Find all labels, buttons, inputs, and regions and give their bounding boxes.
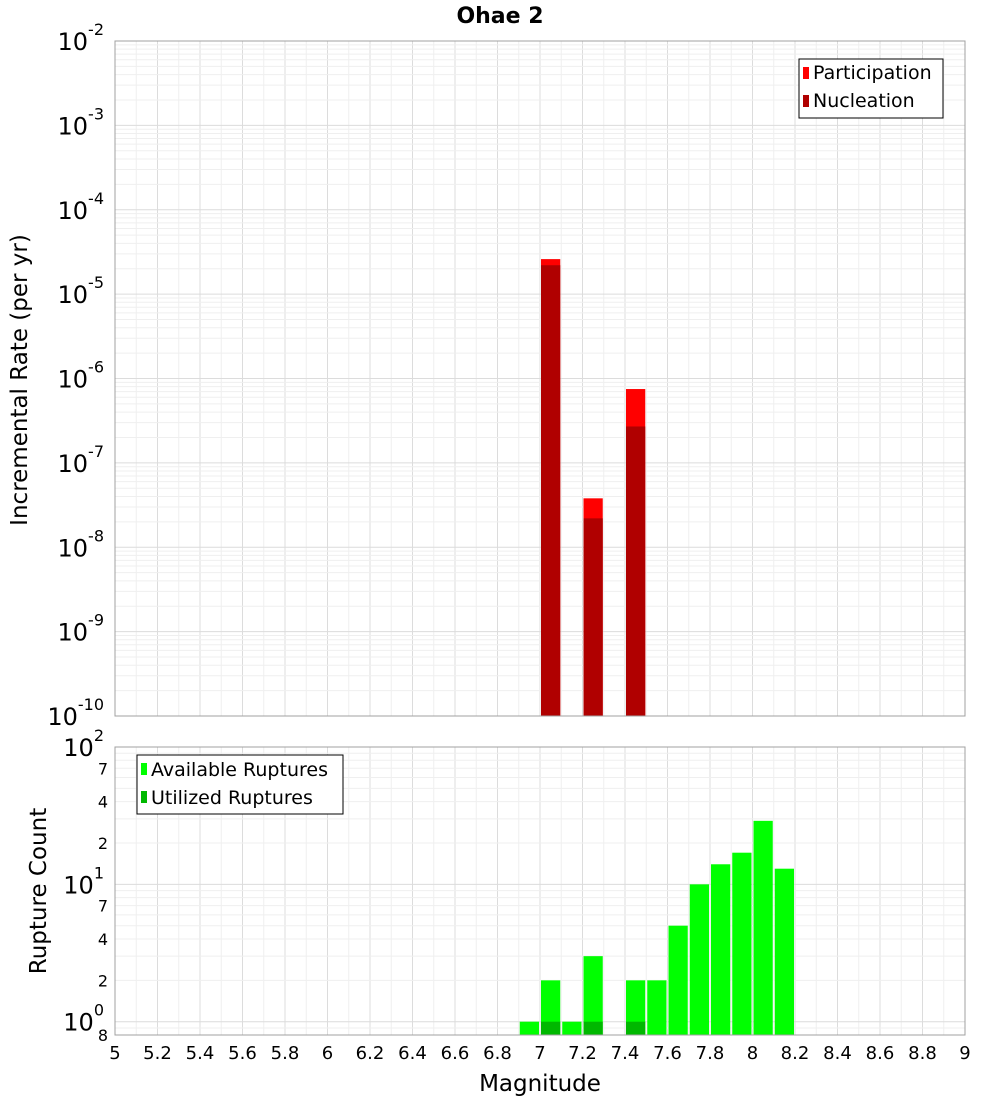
nucleation-bar [583,518,603,716]
available-bar [626,980,646,1035]
utilized-legend-swatch [141,791,147,803]
x-axis-label: Magnitude [479,1071,601,1097]
x-tick-label: 5.6 [228,1043,257,1064]
rate-y-tick-label: 10-8 [58,526,105,562]
x-tick-label: 9 [959,1043,970,1064]
x-tick-label: 6 [322,1043,333,1064]
available-bar [753,820,773,1035]
x-tick-label: 8.2 [781,1043,810,1064]
x-tick-labels: 5 5.2 5.4 5.6 5.8 6 6.2 6.4 6.6 6.8 7 7.2 7.4 7.6 7.8 8… [109,1043,970,1064]
x-tick-label: 7.8 [696,1043,725,1064]
count-y-tick-label: 102 [63,726,104,762]
rate-y-tick-label: 10-3 [58,104,105,140]
count-y-tick-label: 4 [98,793,108,812]
utilized-bar [541,1021,561,1035]
rate-panel: 10-10 10-9 10-8 10-7 10-6 10-5 10-4 10-3 10-2 In… [7,20,966,731]
rate-y-tick-label: 10-5 [58,273,105,309]
participation-legend-swatch [803,67,809,79]
rate-y-axis-label: Incremental Rate (per yr) [7,234,33,526]
nucleation-bar [626,426,646,716]
x-tick-label: 8.4 [823,1043,852,1064]
count-legend: Available Ruptures Utilized Ruptures [136,754,344,815]
available-bar [774,868,794,1035]
nucleation-legend-swatch [803,95,809,107]
rate-y-tick-label: 10-4 [58,189,105,225]
count-y-tick-label: 7 [98,759,108,778]
count-y-tick-label: 101 [63,863,104,899]
count-y-axis-label: Rupture Count [26,808,52,974]
count-y-tick-label: 2 [98,971,108,990]
rate-y-tick-labels: 10-10 10-9 10-8 10-7 10-6 10-5 10-4 10-3 10-2 [47,20,104,731]
count-y-tick-label: 8 [98,1026,108,1045]
x-tick-label: 7 [534,1043,545,1064]
available-bar [689,884,709,1035]
available-bar [541,980,561,1035]
available-bar [583,956,603,1035]
utilized-bar [626,1021,646,1035]
x-tick-label: 8.6 [866,1043,895,1064]
x-tick-label: 5 [109,1043,120,1064]
count-y-tick-label: 4 [98,930,108,949]
x-tick-label: 5.4 [186,1043,215,1064]
count-y-tick-labels: 8 2 4 7 2 4 7 100 101 102 [63,726,108,1045]
chart-title: Ohae 2 [456,4,543,29]
x-tick-label: 6.2 [356,1043,385,1064]
rate-y-tick-label: 10-10 [47,695,104,731]
rate-plot-border [114,40,966,717]
nucleation-legend-label: Nucleation [813,90,915,112]
count-y-tick-label: 7 [98,897,108,916]
utilized-legend-label: Utilized Ruptures [151,787,313,809]
x-tick-label: 8.8 [908,1043,937,1064]
x-tick-label: 5.2 [143,1043,172,1064]
rate-legend-box [798,58,944,119]
x-tick-label: 7.4 [611,1043,640,1064]
rate-bars [541,259,646,716]
nucleation-bar [541,265,561,716]
count-plot-border [114,746,966,1036]
available-bar [732,852,752,1035]
rate-y-tick-label: 10-2 [58,20,105,56]
count-y-tick-label: 2 [98,834,108,853]
rate-y-tick-label: 10-7 [58,442,105,478]
utilized-bar [583,1021,603,1035]
x-tick-label: 6.8 [483,1043,512,1064]
available-bar [647,980,667,1035]
rate-gridlines [115,41,965,717]
count-bars [519,820,794,1035]
participation-legend-label: Participation [813,62,932,84]
available-bar [668,925,688,1035]
x-tick-label: 6.4 [398,1043,427,1064]
count-legend-box [136,754,344,815]
available-bar [519,1021,539,1035]
count-panel: 8 2 4 7 2 4 7 100 101 102 5 5.2 5.4 5.6 5.8 6 6.2 6.4 6.6… [26,726,971,1097]
available-legend-label: Available Ruptures [151,759,328,781]
rate-legend: Participation Nucleation [798,58,944,119]
count-y-tick-label: 100 [63,1001,104,1037]
x-tick-label: 6.6 [441,1043,470,1064]
available-bar [562,1021,582,1035]
x-tick-label: 8 [747,1043,758,1064]
rate-y-tick-label: 10-6 [58,358,105,394]
available-legend-swatch [141,763,147,775]
x-tick-label: 7.2 [568,1043,597,1064]
available-bar [711,864,731,1035]
rate-y-tick-label: 10-9 [58,611,105,647]
x-tick-label: 5.8 [271,1043,300,1064]
x-tick-label: 7.6 [653,1043,682,1064]
